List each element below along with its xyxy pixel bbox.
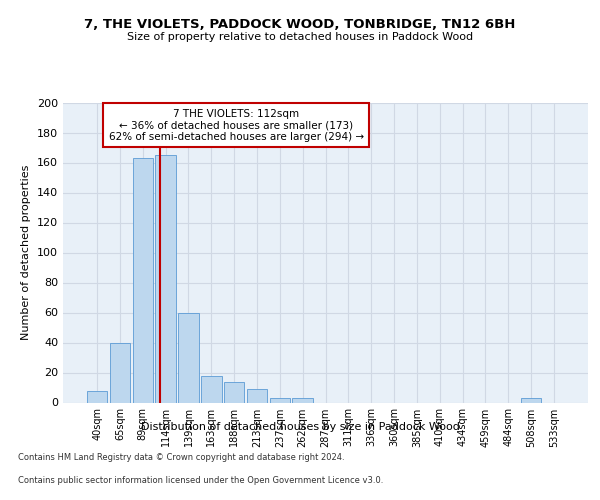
Bar [201, 376, 221, 402]
Bar [269, 398, 290, 402]
Bar [224, 382, 244, 402]
Text: Contains public sector information licensed under the Open Government Licence v3: Contains public sector information licen… [18, 476, 383, 485]
Bar [521, 398, 541, 402]
Text: 7, THE VIOLETS, PADDOCK WOOD, TONBRIDGE, TN12 6BH: 7, THE VIOLETS, PADDOCK WOOD, TONBRIDGE,… [85, 18, 515, 30]
Text: Size of property relative to detached houses in Paddock Wood: Size of property relative to detached ho… [127, 32, 473, 42]
Bar [178, 312, 199, 402]
Y-axis label: Number of detached properties: Number of detached properties [22, 165, 31, 340]
Bar [292, 398, 313, 402]
Text: 7 THE VIOLETS: 112sqm
← 36% of detached houses are smaller (173)
62% of semi-det: 7 THE VIOLETS: 112sqm ← 36% of detached … [109, 108, 364, 142]
Bar [87, 390, 107, 402]
Text: Contains HM Land Registry data © Crown copyright and database right 2024.: Contains HM Land Registry data © Crown c… [18, 454, 344, 462]
Bar [155, 155, 176, 402]
Bar [133, 158, 153, 402]
Bar [247, 389, 267, 402]
Text: Distribution of detached houses by size in Paddock Wood: Distribution of detached houses by size … [140, 422, 460, 432]
Bar [110, 342, 130, 402]
